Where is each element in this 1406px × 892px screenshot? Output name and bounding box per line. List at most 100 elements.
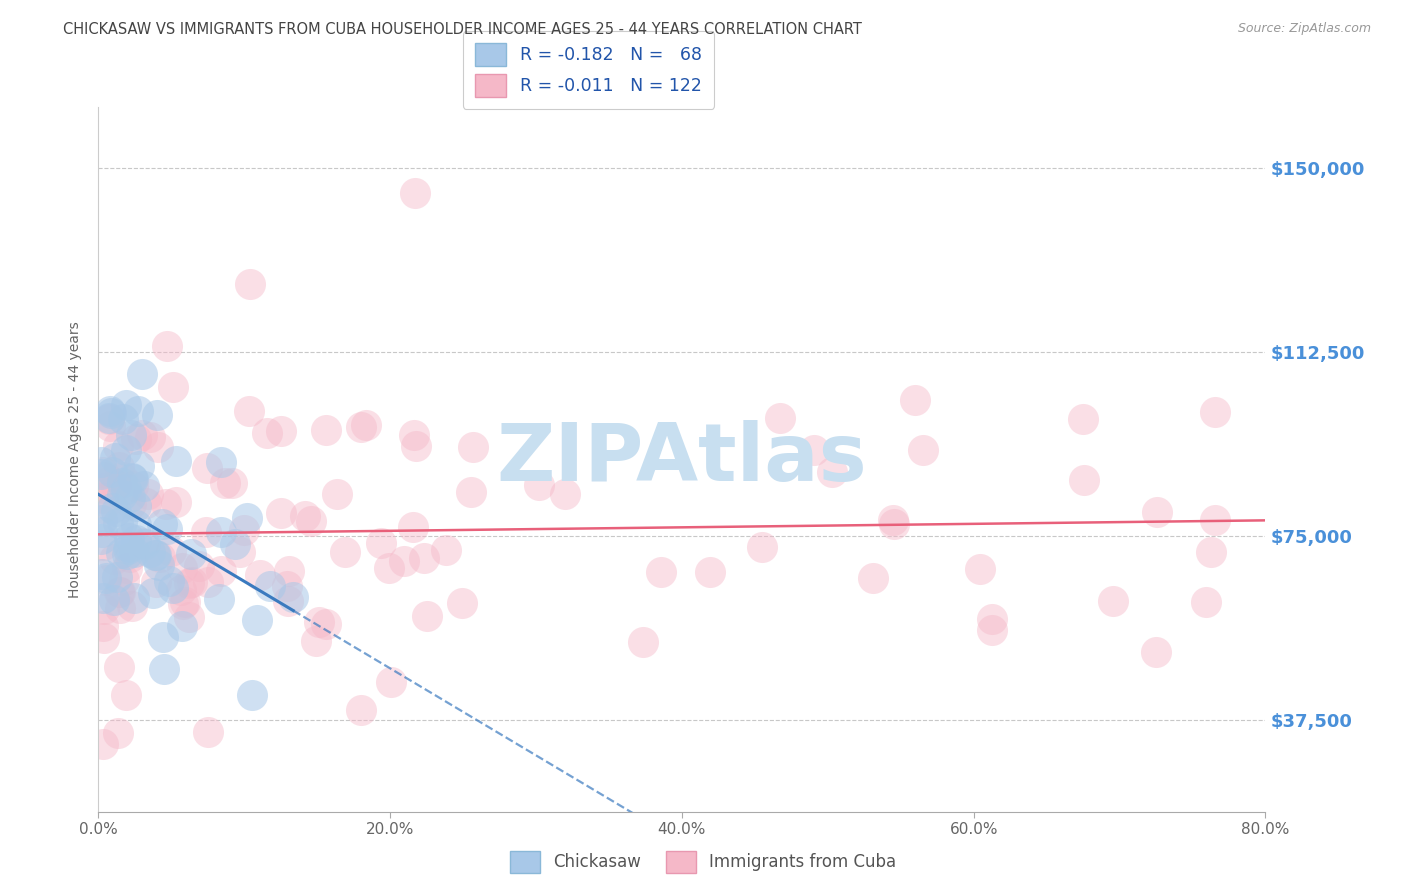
- Point: [170, 561, 193, 575]
- Point: [108, 584, 131, 599]
- Point: [155, 497, 177, 511]
- Point: [304, 633, 326, 648]
- Point: [197, 575, 219, 590]
- Point: [221, 476, 243, 491]
- Point: [111, 411, 134, 425]
- Point: [160, 543, 183, 558]
- Point: [981, 612, 1004, 626]
- Point: [91, 465, 114, 479]
- Point: [394, 553, 416, 567]
- Point: [108, 601, 131, 615]
- Point: [699, 566, 721, 580]
- Point: [121, 599, 143, 613]
- Point: [209, 525, 232, 540]
- Point: [112, 574, 135, 588]
- Point: [1204, 513, 1226, 527]
- Point: [769, 410, 792, 425]
- Point: [294, 509, 316, 524]
- Point: [156, 522, 179, 536]
- Point: [100, 406, 122, 420]
- Point: [111, 469, 134, 483]
- Point: [208, 592, 231, 607]
- Point: [308, 615, 330, 629]
- Point: [882, 513, 904, 527]
- Point: [91, 491, 114, 506]
- Point: [115, 398, 138, 412]
- Point: [283, 590, 305, 604]
- Point: [197, 725, 219, 739]
- Point: [434, 542, 457, 557]
- Point: [209, 455, 232, 469]
- Point: [209, 564, 232, 578]
- Point: [451, 596, 474, 610]
- Point: [120, 497, 142, 511]
- Point: [125, 433, 148, 447]
- Point: [135, 496, 157, 510]
- Point: [97, 410, 120, 425]
- Point: [969, 561, 991, 575]
- Point: [136, 487, 159, 501]
- Point: [229, 545, 252, 559]
- Point: [278, 564, 301, 578]
- Point: [93, 631, 115, 645]
- Point: [370, 535, 392, 549]
- Point: [152, 630, 174, 644]
- Point: [912, 442, 935, 457]
- Point: [125, 518, 148, 533]
- Point: [1146, 505, 1168, 519]
- Legend: Chickasaw, Immigrants from Cuba: Chickasaw, Immigrants from Cuba: [503, 845, 903, 880]
- Point: [378, 561, 401, 575]
- Point: [156, 338, 179, 352]
- Point: [142, 586, 165, 600]
- Point: [149, 549, 172, 564]
- Point: [299, 514, 322, 528]
- Point: [460, 484, 482, 499]
- Point: [170, 583, 193, 598]
- Point: [1102, 594, 1125, 608]
- Point: [259, 579, 281, 593]
- Point: [108, 460, 131, 475]
- Point: [115, 561, 138, 575]
- Point: [197, 461, 219, 475]
- Point: [115, 688, 138, 702]
- Point: [91, 737, 114, 751]
- Point: [157, 574, 180, 588]
- Point: [527, 477, 550, 491]
- Point: [122, 479, 145, 493]
- Point: [350, 703, 373, 717]
- Point: [90, 455, 112, 469]
- Point: [128, 459, 150, 474]
- Point: [91, 513, 114, 527]
- Point: [108, 660, 131, 674]
- Point: [195, 525, 218, 540]
- Point: [91, 619, 114, 633]
- Point: [1144, 645, 1167, 659]
- Point: [1195, 595, 1218, 609]
- Point: [1073, 473, 1095, 487]
- Point: [90, 525, 112, 540]
- Point: [333, 545, 356, 559]
- Point: [118, 490, 141, 504]
- Point: [404, 186, 426, 200]
- Point: [276, 578, 298, 592]
- Point: [239, 277, 262, 291]
- Point: [139, 430, 162, 444]
- Point: [233, 523, 256, 537]
- Point: [105, 478, 128, 492]
- Point: [91, 538, 114, 552]
- Point: [118, 532, 141, 546]
- Point: [821, 465, 844, 479]
- Point: [104, 451, 127, 466]
- Point: [402, 428, 425, 442]
- Point: [315, 423, 337, 437]
- Point: [117, 541, 139, 556]
- Point: [91, 470, 114, 484]
- Point: [224, 537, 246, 551]
- Point: [803, 443, 825, 458]
- Point: [94, 573, 117, 587]
- Point: [110, 546, 132, 560]
- Point: [461, 440, 484, 454]
- Point: [172, 597, 194, 611]
- Point: [146, 408, 169, 422]
- Point: [256, 425, 278, 440]
